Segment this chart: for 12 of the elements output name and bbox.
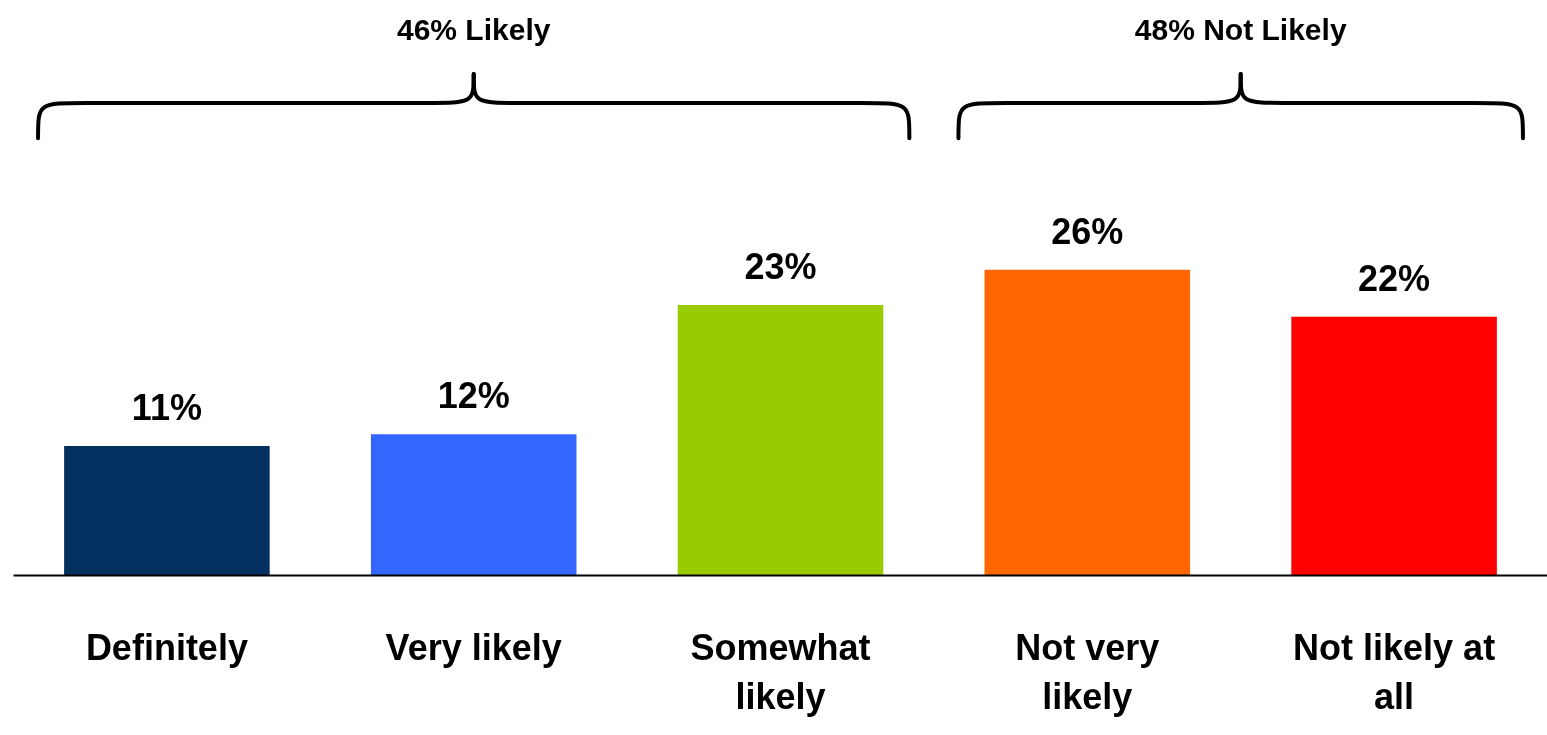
x-tick-label: Very likely xyxy=(385,626,562,668)
data-label: 11% xyxy=(131,387,202,429)
x-tick-label: Somewhat likely xyxy=(690,626,871,717)
text: 48% Not Likely xyxy=(1134,12,1347,46)
x-tick-label: Not very likely xyxy=(1015,626,1160,717)
data-label: 26% xyxy=(1051,210,1124,252)
x-tick-label: Not likely at all xyxy=(1293,626,1496,717)
data-label: 23% xyxy=(744,245,817,287)
x-tick-label: Definitely xyxy=(85,626,248,668)
data-label: 12% xyxy=(437,375,510,417)
text: 46% Likely xyxy=(396,12,551,46)
data-label: 22% xyxy=(1358,257,1431,299)
